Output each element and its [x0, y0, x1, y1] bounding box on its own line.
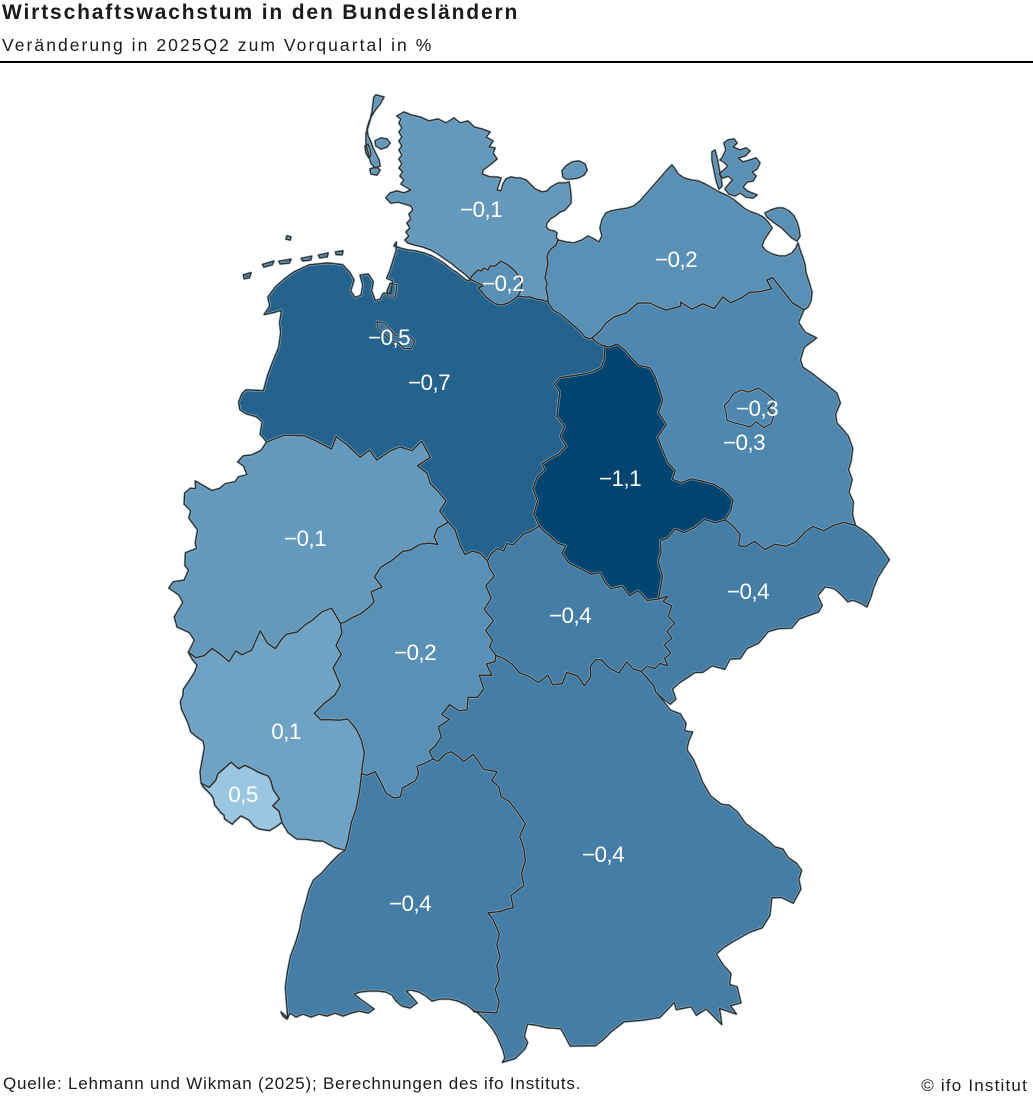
svg-text:0,5: 0,5 [228, 782, 258, 807]
svg-text:0,1: 0,1 [271, 719, 301, 744]
svg-text:−0,5: −0,5 [368, 325, 410, 350]
svg-text:−0,4: −0,4 [549, 603, 591, 628]
svg-text:−0,4: −0,4 [389, 891, 431, 916]
svg-text:−0,1: −0,1 [284, 526, 326, 551]
svg-text:−0,1: −0,1 [460, 197, 502, 222]
svg-text:−0,4: −0,4 [727, 579, 769, 604]
svg-text:−0,2: −0,2 [394, 640, 436, 665]
svg-text:−0,4: −0,4 [582, 842, 624, 867]
svg-text:−0,2: −0,2 [655, 247, 697, 272]
svg-text:−0,7: −0,7 [408, 370, 450, 395]
svg-text:−0,2: −0,2 [482, 271, 524, 296]
svg-text:−0,3: −0,3 [736, 396, 778, 421]
svg-text:−1,1: −1,1 [599, 466, 641, 491]
svg-text:−0,3: −0,3 [723, 430, 765, 455]
